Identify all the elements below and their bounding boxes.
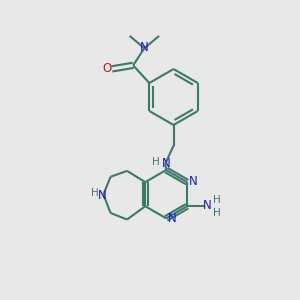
Text: N: N (98, 189, 106, 202)
Text: N: N (168, 212, 177, 225)
Text: H: H (213, 208, 220, 218)
Text: H: H (152, 158, 160, 167)
Text: H: H (91, 188, 98, 198)
Text: N: N (140, 40, 149, 54)
Text: N: N (161, 157, 170, 170)
Text: O: O (102, 62, 111, 75)
Text: H: H (213, 195, 220, 205)
Text: N: N (202, 199, 211, 212)
Text: N: N (189, 175, 198, 188)
